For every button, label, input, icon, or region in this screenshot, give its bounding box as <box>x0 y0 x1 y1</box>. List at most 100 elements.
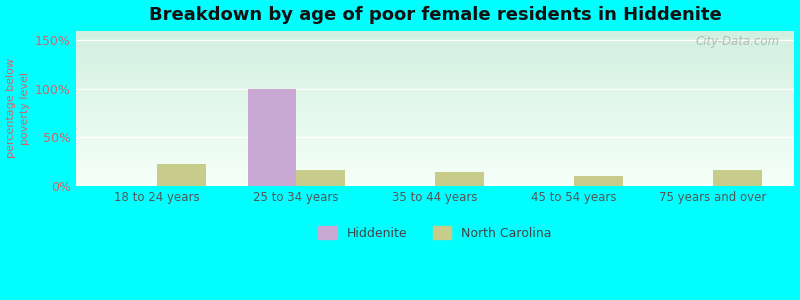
Bar <box>76 37 794 38</box>
Bar <box>76 31 794 32</box>
Bar <box>76 156 794 158</box>
Bar <box>76 153 794 155</box>
Bar <box>76 167 794 169</box>
Bar <box>76 93 794 94</box>
Bar <box>76 62 794 63</box>
Bar <box>76 90 794 91</box>
Bar <box>76 52 794 54</box>
Bar <box>76 166 794 167</box>
Bar <box>76 139 794 141</box>
Bar <box>435 172 484 186</box>
Bar <box>76 63 794 65</box>
Bar <box>76 38 794 40</box>
Bar <box>76 172 794 173</box>
Bar <box>76 181 794 183</box>
Bar <box>76 147 794 148</box>
Bar <box>76 138 794 139</box>
Bar <box>76 169 794 170</box>
Bar <box>76 58 794 60</box>
Bar <box>76 127 794 128</box>
Bar <box>76 80 794 82</box>
Bar <box>76 40 794 41</box>
Bar <box>76 34 794 35</box>
Bar <box>76 183 794 184</box>
Bar <box>76 142 794 144</box>
Bar <box>76 158 794 159</box>
Bar <box>76 121 794 122</box>
Bar <box>76 51 794 52</box>
Bar <box>713 170 762 186</box>
Bar <box>157 164 206 186</box>
Bar <box>76 88 794 90</box>
Bar <box>76 114 794 116</box>
Bar <box>76 86 794 88</box>
Bar <box>76 108 794 110</box>
Bar <box>76 124 794 125</box>
Bar <box>76 43 794 45</box>
Bar <box>76 91 794 93</box>
Legend: Hiddenite, North Carolina: Hiddenite, North Carolina <box>314 221 557 244</box>
Bar <box>76 134 794 136</box>
Bar <box>76 119 794 121</box>
Bar <box>76 144 794 146</box>
Bar <box>76 96 794 97</box>
Y-axis label: percentage below
poverty level: percentage below poverty level <box>6 58 30 158</box>
Bar <box>296 170 345 186</box>
Bar <box>247 89 296 186</box>
Bar <box>76 146 794 147</box>
Bar <box>76 118 794 119</box>
Bar <box>76 178 794 179</box>
Bar <box>574 176 622 186</box>
Bar <box>76 100 794 102</box>
Bar <box>76 60 794 62</box>
Bar <box>76 148 794 150</box>
Bar <box>76 76 794 77</box>
Bar <box>76 83 794 85</box>
Bar <box>76 141 794 142</box>
Bar <box>76 164 794 166</box>
Bar <box>76 71 794 73</box>
Bar <box>76 73 794 74</box>
Bar <box>76 32 794 34</box>
Bar <box>76 175 794 176</box>
Bar <box>76 79 794 80</box>
Bar <box>76 106 794 108</box>
Bar <box>76 45 794 46</box>
Title: Breakdown by age of poor female residents in Hiddenite: Breakdown by age of poor female resident… <box>149 6 722 24</box>
Bar <box>76 49 794 51</box>
Bar <box>76 125 794 127</box>
Bar <box>76 65 794 66</box>
Bar <box>76 57 794 58</box>
Bar <box>76 46 794 48</box>
Bar <box>76 162 794 164</box>
Bar <box>76 66 794 68</box>
Bar <box>76 128 794 130</box>
Bar <box>76 56 794 57</box>
Bar <box>76 82 794 83</box>
Bar <box>76 184 794 186</box>
Bar <box>76 110 794 111</box>
Bar <box>76 35 794 37</box>
Bar <box>76 41 794 43</box>
Bar <box>76 150 794 152</box>
Bar <box>76 68 794 69</box>
Bar <box>76 99 794 100</box>
Bar <box>76 102 794 104</box>
Bar <box>76 155 794 156</box>
Bar <box>76 48 794 49</box>
Bar <box>76 136 794 138</box>
Bar <box>76 133 794 134</box>
Bar <box>76 176 794 178</box>
Bar <box>76 131 794 133</box>
Bar <box>76 74 794 76</box>
Bar <box>76 77 794 79</box>
Bar <box>76 179 794 181</box>
Bar <box>76 173 794 175</box>
Bar <box>76 111 794 113</box>
Bar <box>76 103 794 105</box>
Bar <box>76 170 794 172</box>
Bar <box>76 159 794 161</box>
Bar <box>76 54 794 56</box>
Bar <box>76 130 794 131</box>
Bar <box>76 152 794 153</box>
